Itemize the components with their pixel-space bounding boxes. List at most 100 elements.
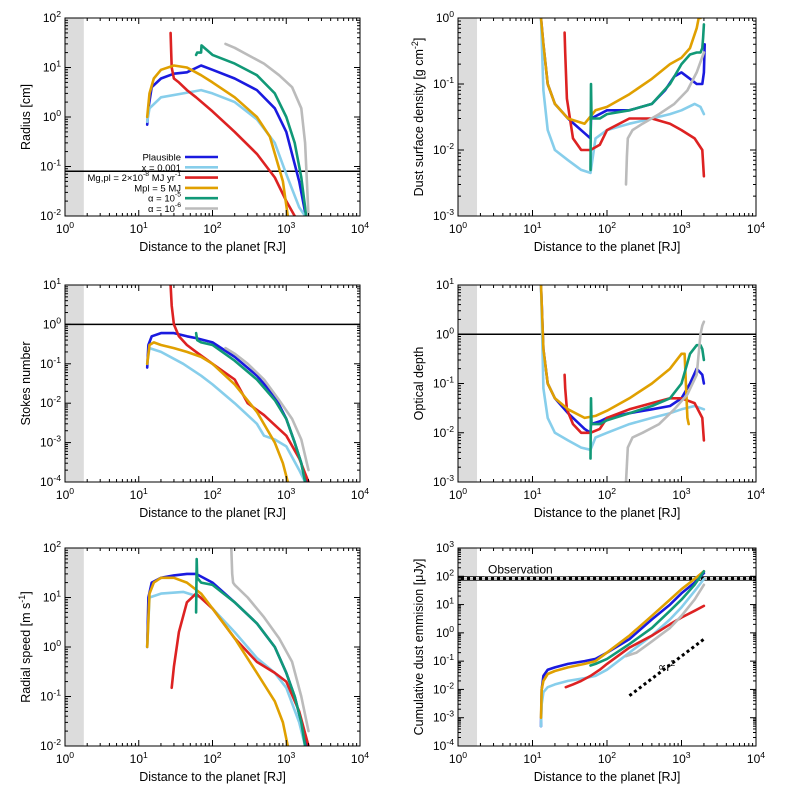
series-line-2: [145, 88, 307, 216]
series-line-3: [169, 285, 310, 482]
plot-frame: [64, 17, 361, 217]
y-tick-label: 10-3: [433, 207, 454, 223]
plot-area: [458, 285, 756, 482]
legend-entry-3: Mg,pl = 2×10-8 MJ yr-1: [88, 171, 218, 184]
plot-area: [145, 548, 310, 746]
y-tick-label: 100: [436, 325, 454, 341]
y-tick-label: 10-1: [433, 375, 454, 391]
x-axis-label: Distance to the planet [RJ]: [139, 240, 286, 254]
series-line-3: [563, 373, 706, 442]
y-tick-label: 102: [43, 539, 61, 555]
legend-label: Mg,pl = 2×10-8 MJ yr-1: [88, 171, 182, 184]
series-line-6: [230, 548, 310, 733]
legend-label: x = 0.001: [142, 163, 181, 174]
x-axis-label: Distance to the planet [RJ]: [534, 770, 681, 784]
y-tick-label: 10-2: [433, 141, 454, 157]
series-line-3: [170, 592, 310, 746]
shaded-region: [65, 285, 84, 482]
series-line-4: [145, 576, 290, 746]
x-tick-label: 103: [672, 486, 690, 502]
slope-reference-label: ∝r2: [658, 658, 676, 674]
legend-entry-6: α = 10-6: [148, 202, 218, 215]
series-line-6: [624, 583, 706, 658]
x-tick-label: 100: [56, 486, 74, 502]
y-tick-label: 101: [436, 596, 454, 612]
panel-5: 100 101 102 103 104 10-2 10-1 100 101 102 Distance…: [17, 539, 369, 784]
y-tick-label: 101: [43, 59, 61, 75]
series-line-1: [539, 571, 706, 728]
series-line-2: [145, 590, 307, 746]
y-tick-label: 10-3: [40, 434, 61, 450]
series-line-4: [539, 285, 690, 426]
legend-label: α = 10-6: [148, 202, 181, 215]
y-tick-label: 10-2: [433, 680, 454, 696]
legend-label: α = 10-5: [148, 192, 181, 205]
x-tick-label: 100: [56, 220, 74, 236]
series-line-2: [539, 18, 706, 175]
plot-frame: [457, 284, 757, 483]
y-tick-label: 10-4: [40, 473, 61, 489]
y-tick-label: 10-2: [40, 394, 61, 410]
y-tick-label: 10-1: [40, 355, 61, 371]
x-tick-label: 104: [747, 220, 765, 236]
y-axis-label: Radial speed [m s-1]: [17, 591, 33, 703]
observation-label-bg: [484, 562, 568, 577]
series-line-6: [624, 51, 706, 186]
y-tick-label: 103: [436, 539, 454, 555]
series-line-4: [539, 18, 702, 125]
y-tick-label: 10-4: [433, 737, 454, 753]
x-tick-label: 101: [523, 750, 541, 766]
y-tick-label: 100: [436, 624, 454, 640]
series-line-6: [224, 42, 310, 216]
x-tick-label: 103: [277, 750, 295, 766]
x-tick-label: 100: [56, 750, 74, 766]
x-tick-label: 104: [351, 220, 369, 236]
series-line-4: [145, 64, 290, 216]
plot-area: [65, 285, 360, 482]
series-line-6: [224, 346, 310, 472]
x-axis-label: Distance to the planet [RJ]: [534, 506, 681, 520]
shaded-region: [458, 18, 478, 216]
y-axis-label: Stokes number: [19, 341, 33, 425]
series-line-5: [589, 23, 706, 172]
x-tick-label: 103: [672, 220, 690, 236]
x-tick-label: 102: [598, 486, 616, 502]
x-axis-label: Distance to the planet [RJ]: [139, 770, 286, 784]
x-tick-label: 104: [351, 486, 369, 502]
plot-area: [65, 31, 360, 216]
series-line-3: [564, 604, 706, 689]
x-axis-label: Distance to the planet [RJ]: [534, 240, 681, 254]
series-line-4: [145, 341, 290, 482]
plot-frame: [64, 547, 361, 747]
panel-6: 100 101 102 103 104 10-4 10-3 10-2 10-1 100 101 102…: [412, 539, 765, 784]
y-tick-label: 10-1: [40, 158, 61, 174]
series-line-5: [194, 331, 307, 482]
plot-area: [539, 18, 706, 186]
legend-label: Plausible: [142, 153, 181, 164]
y-tick-label: 101: [43, 589, 61, 605]
y-tick-label: 10-1: [40, 688, 61, 704]
x-tick-label: 103: [277, 486, 295, 502]
y-tick-label: 10-2: [40, 737, 61, 753]
y-axis-label: Radius [cm]: [19, 84, 33, 150]
x-tick-label: 101: [130, 750, 148, 766]
y-tick-label: 10-3: [433, 709, 454, 725]
y-tick-label: 100: [43, 638, 61, 654]
plot-frame: [457, 17, 757, 217]
series-line-2: [539, 285, 706, 452]
y-tick-label: 102: [436, 567, 454, 583]
y-tick-label: 101: [436, 276, 454, 292]
shaded-region: [458, 548, 478, 746]
legend-entry-4: Mpl = 5 MJ: [134, 183, 218, 194]
y-axis-label: Cumulative dust emmision [μJy]: [412, 559, 426, 736]
x-tick-label: 102: [203, 220, 221, 236]
y-tick-label: 10-2: [433, 424, 454, 440]
plot-area: [458, 570, 756, 728]
x-axis-label: Distance to the planet [RJ]: [139, 506, 286, 520]
series-line-1: [145, 64, 309, 216]
y-tick-label: 10-3: [433, 473, 454, 489]
y-tick-label: 10-1: [433, 75, 454, 91]
observation-band: [458, 576, 756, 581]
x-tick-label: 102: [598, 220, 616, 236]
